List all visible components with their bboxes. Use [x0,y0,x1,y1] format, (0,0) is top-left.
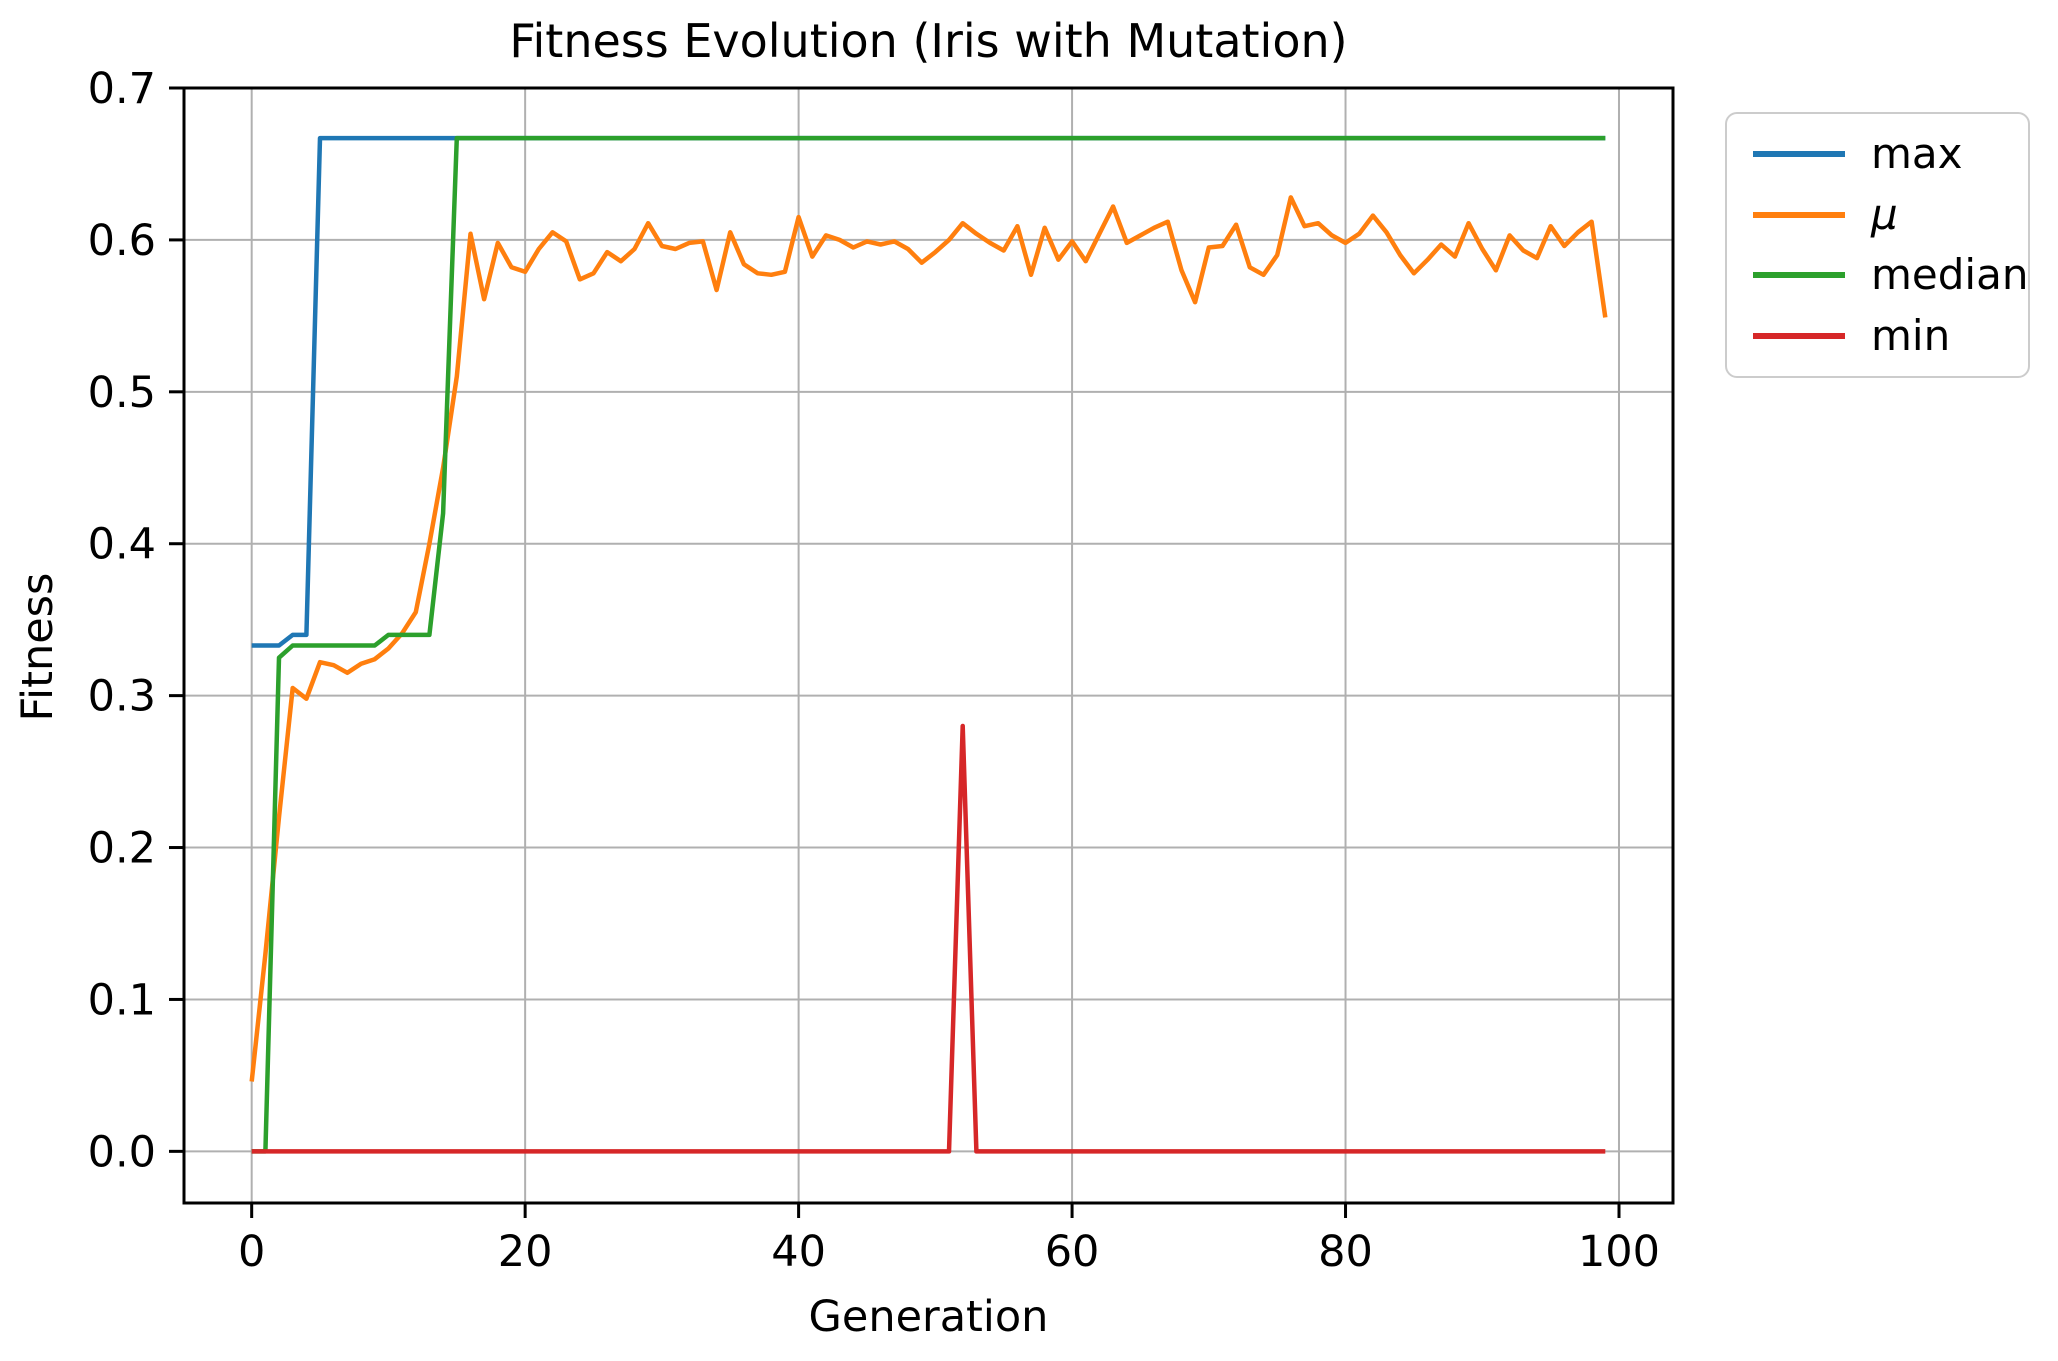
legend-item-min: min [1727,310,2028,360]
x-tick-label: 0 [238,1227,265,1277]
x-tick-label: 80 [1318,1227,1373,1277]
series-line-mu [249,195,1608,1082]
legend-label-mu: μ [1871,189,1898,239]
y-tick-label: 0.0 [88,1127,156,1177]
legend-item-mu: μ [1727,189,2028,239]
y-tick-label: 0.1 [88,975,156,1025]
legend-line-swatch-min [1753,332,1845,339]
x-tick-label: 60 [1045,1227,1100,1277]
legend-item-median: median [1727,254,2028,296]
x-tick-label: 40 [771,1227,826,1277]
x-axis-label: Generation [808,1292,1049,1342]
x-tick-label: 100 [1578,1227,1660,1277]
legend: max μ median min [1725,112,2030,378]
x-tick-label: 20 [498,1227,553,1277]
y-tick-label: 0.6 [88,216,156,266]
axes-frame [182,86,1675,1205]
y-axis-label: Fitness [13,572,63,722]
legend-line-swatch-max [1753,151,1845,158]
legend-label-max: max [1871,129,1963,179]
y-tick-label: 0.3 [88,672,156,722]
y-tick-label: 0.2 [88,824,156,874]
legend-item-max: max [1727,133,2028,175]
y-tick-label: 0.7 [88,64,156,114]
legend-line-swatch-mu [1753,211,1845,218]
legend-label-median: median [1871,250,2029,300]
series-line-min [251,723,1606,1154]
series-line-median [251,135,1606,1154]
legend-line-swatch-median [1753,272,1845,279]
y-tick-label: 0.5 [88,368,156,418]
y-tick-label: 0.4 [88,520,156,570]
legend-label-min: min [1871,310,1951,360]
chart-title: Fitness Evolution (Iris with Mutation) [509,14,1348,68]
